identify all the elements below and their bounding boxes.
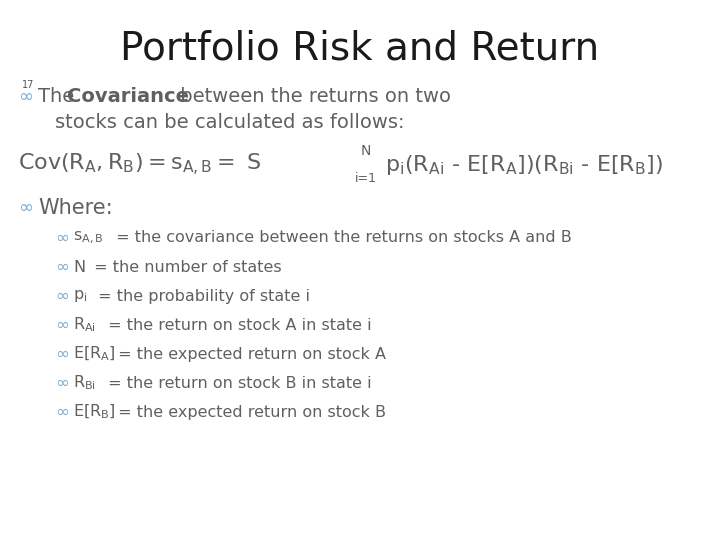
Text: ∞: ∞ (55, 258, 69, 276)
Text: = the covariance between the returns on stocks A and B: = the covariance between the returns on … (111, 231, 572, 246)
Text: $\mathrm{E[R_A]}$: $\mathrm{E[R_A]}$ (73, 345, 116, 363)
Text: ∞: ∞ (18, 88, 33, 106)
Text: ∞: ∞ (55, 403, 69, 421)
Text: ∞: ∞ (18, 199, 33, 217)
Text: Where:: Where: (38, 198, 112, 218)
Text: = the return on stock A in state i: = the return on stock A in state i (103, 318, 372, 333)
Text: $\mathrm{Cov(R_A,R_B) = s_{A,B} =\ S}$: $\mathrm{Cov(R_A,R_B) = s_{A,B} =\ S}$ (18, 152, 261, 178)
Text: between the returns on two: between the returns on two (174, 87, 451, 106)
Text: = the number of states: = the number of states (89, 260, 282, 274)
Text: $\mathrm{R_{Ai}}$: $\mathrm{R_{Ai}}$ (73, 316, 96, 334)
Text: $\mathrm{s_{A,B}}$: $\mathrm{s_{A,B}}$ (73, 230, 104, 246)
Text: i=1: i=1 (355, 172, 377, 186)
Text: ∞: ∞ (55, 374, 69, 392)
Text: = the probability of state i: = the probability of state i (93, 288, 310, 303)
Text: The: The (38, 87, 81, 106)
Text: N: N (73, 260, 85, 274)
Text: stocks can be calculated as follows:: stocks can be calculated as follows: (55, 112, 405, 132)
Text: 17: 17 (22, 80, 35, 90)
Text: Portfolio Risk and Return: Portfolio Risk and Return (120, 30, 600, 68)
Text: ∞: ∞ (55, 287, 69, 305)
Text: ∞: ∞ (55, 229, 69, 247)
Text: $\mathrm{E[R_B]}$: $\mathrm{E[R_B]}$ (73, 403, 116, 421)
Text: $\mathrm{p_i}$: $\mathrm{p_i}$ (73, 288, 87, 304)
Text: = the expected return on stock A: = the expected return on stock A (113, 347, 386, 361)
Text: = the expected return on stock B: = the expected return on stock B (113, 404, 386, 420)
Text: N: N (361, 144, 372, 158)
Text: Covariance: Covariance (67, 87, 189, 106)
Text: ∞: ∞ (55, 345, 69, 363)
Text: ∞: ∞ (55, 316, 69, 334)
Text: $\mathrm{R_{Bi}}$: $\mathrm{R_{Bi}}$ (73, 374, 96, 393)
Text: $\mathrm{p_i(R_{Ai}\ \text{-}\ E[R_A])(R_{Bi}\ \text{-}\ E[R_B])}$: $\mathrm{p_i(R_{Ai}\ \text{-}\ E[R_A])(R… (385, 153, 663, 177)
Text: = the return on stock B in state i: = the return on stock B in state i (103, 375, 372, 390)
